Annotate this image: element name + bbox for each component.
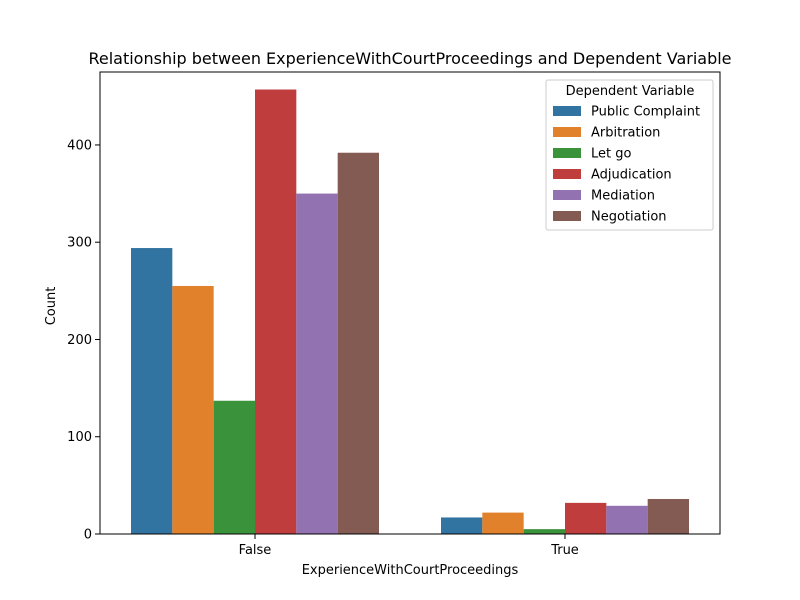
- legend-swatch: [553, 211, 581, 221]
- legend-label: Let go: [591, 147, 631, 162]
- legend-label: Adjudication: [591, 168, 672, 183]
- x-axis-label: ExperienceWithCourtProceedings: [302, 563, 519, 578]
- legend-swatch: [553, 106, 581, 116]
- legend: Dependent Variable Public Complaint Arbit…: [545, 79, 714, 231]
- bar-mediation-false: [296, 193, 338, 534]
- y-tick-label: 200: [67, 333, 92, 348]
- y-tick-label: 0: [84, 528, 92, 543]
- legend-title: Dependent Variable: [566, 84, 695, 99]
- legend-swatch: [553, 190, 581, 200]
- legend-items: Public Complaint Arbitration Let go Adjudic…: [553, 105, 700, 225]
- axes-group: 0 100 200 300 400 False True: [67, 71, 721, 558]
- legend-label: Mediation: [591, 189, 655, 204]
- bar-let-go-true: [523, 529, 565, 534]
- bar-public-complaint-false: [131, 248, 173, 534]
- bar-arbitration-true: [482, 512, 524, 534]
- bar-arbitration-false: [172, 285, 214, 534]
- legend-frame: [545, 79, 714, 231]
- bar-negotiation-false: [337, 152, 379, 534]
- bar-public-complaint-true: [441, 517, 483, 534]
- y-axis-label: Count: [44, 287, 59, 326]
- y-tick-label: 100: [67, 430, 92, 445]
- legend-swatch: [553, 148, 581, 158]
- bar-adjudication-false: [255, 89, 297, 534]
- legend-swatch: [553, 169, 581, 179]
- legend-label: Negotiation: [591, 210, 667, 225]
- legend-swatch: [553, 127, 581, 137]
- bars-group: [131, 89, 689, 534]
- bar-let-go-false: [213, 400, 255, 534]
- x-tick-label: False: [239, 543, 272, 558]
- chart-title: Relationship between ExperienceWithCourt…: [88, 49, 731, 68]
- bar-negotiation-true: [647, 498, 689, 534]
- plot-frame: [99, 71, 721, 535]
- bar-mediation-true: [606, 505, 648, 534]
- bar-adjudication-true: [565, 502, 607, 534]
- x-tick-label: True: [550, 543, 579, 558]
- y-tick-label: 300: [67, 236, 92, 251]
- legend-label: Arbitration: [591, 126, 660, 141]
- legend-label: Public Complaint: [591, 105, 700, 120]
- y-tick-label: 400: [67, 138, 92, 153]
